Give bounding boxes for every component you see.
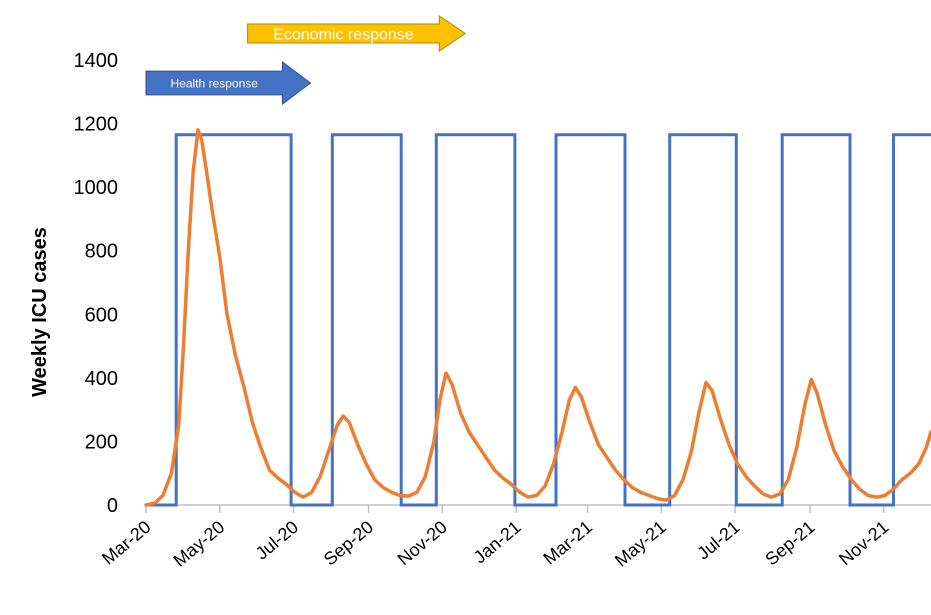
health-response-label: Health response: [171, 76, 259, 90]
icu-cases-line: [144, 128, 931, 507]
x-tick-label: Jan-21: [470, 517, 525, 568]
y-tick-label: 600: [85, 304, 118, 326]
x-tick-label: May-20: [170, 517, 229, 571]
x-axis: Mar-20 May-20 Jul-20 Sep-20 Nov-20 Jan-21 Mar-…: [98, 504, 931, 571]
economic-response-arrow: [247, 15, 467, 52]
y-tick-label: 800: [85, 241, 118, 263]
x-tick-label: Nov-20: [394, 517, 451, 570]
x-tick-label: Sep-21: [761, 517, 818, 570]
y-tick-label: 200: [85, 431, 118, 453]
y-axis: 0 200 400 600 800 1000 1200 1400: [74, 50, 119, 517]
x-tick-label: Jul-21: [693, 517, 743, 564]
y-tick-label: 400: [85, 368, 118, 390]
y-tick-label: 1400: [74, 50, 119, 72]
x-tick-label: Sep-20: [320, 517, 377, 570]
x-tick-label: May-21: [611, 517, 670, 571]
x-tick-label: Mar-20: [98, 517, 155, 569]
plot-series: [144, 128, 931, 507]
y-tick-label: 1000: [74, 177, 119, 199]
y-tick-label: 1200: [74, 114, 119, 136]
x-tick-label: Jul-20: [252, 517, 302, 564]
annotation-arrows: Health response Economic response: [145, 15, 467, 105]
y-axis-label: Weekly ICU cases: [29, 227, 51, 397]
x-tick-label: Mar-21: [540, 517, 597, 569]
y-tick-label: 0: [107, 495, 118, 517]
health-response-arrow: [145, 61, 312, 105]
economic-response-label: Economic response: [273, 26, 414, 43]
response-step-line: [144, 133, 931, 507]
x-tick-label: Nov-21: [835, 517, 892, 570]
